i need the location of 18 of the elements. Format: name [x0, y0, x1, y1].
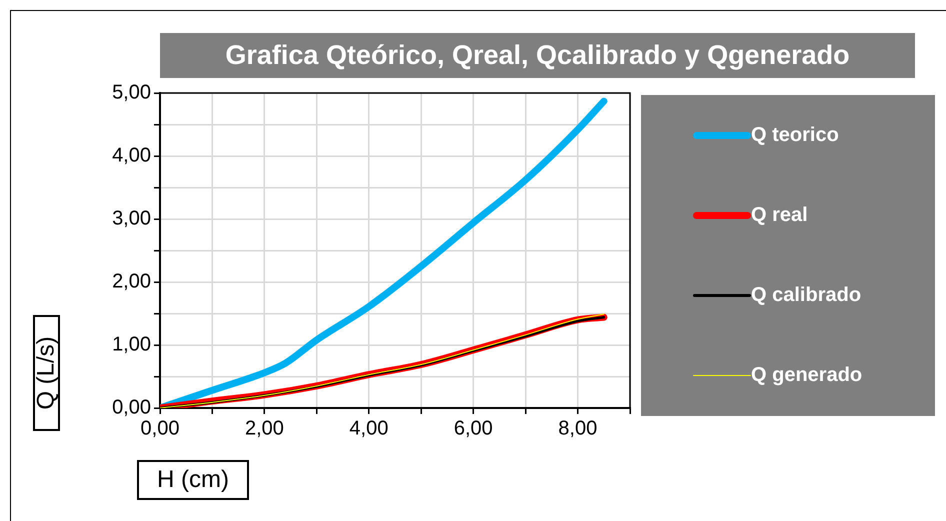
x-tick-label: 8,00 [558, 418, 598, 440]
chart-title: Grafica Qteórico, Qreal, Qcalibrado y Qgenerado [160, 33, 915, 78]
legend-label: Q calibrado [751, 284, 862, 308]
x-tick-label: 2,00 [244, 418, 284, 440]
legend-label: Q teorico [751, 124, 839, 147]
y-tick-label: 1,00 [112, 334, 151, 356]
y-tick-label: 3,00 [112, 208, 151, 230]
y-tick-label: 0,00 [112, 396, 151, 419]
y-tick-label: 4,00 [112, 144, 151, 167]
y-axis-title: Q (L/s) [32, 336, 60, 410]
legend-label: Q real [751, 204, 808, 227]
x-axis-title: H (cm) [137, 460, 249, 500]
x-tick-label: 6,00 [454, 418, 493, 440]
x-tick-label: 0,00 [140, 418, 180, 440]
y-tick-label: 2,00 [112, 270, 151, 293]
y-tick-label: 5,00 [112, 82, 151, 104]
legend-label: Q generado [751, 364, 862, 388]
x-tick-label: 4,00 [349, 418, 388, 440]
